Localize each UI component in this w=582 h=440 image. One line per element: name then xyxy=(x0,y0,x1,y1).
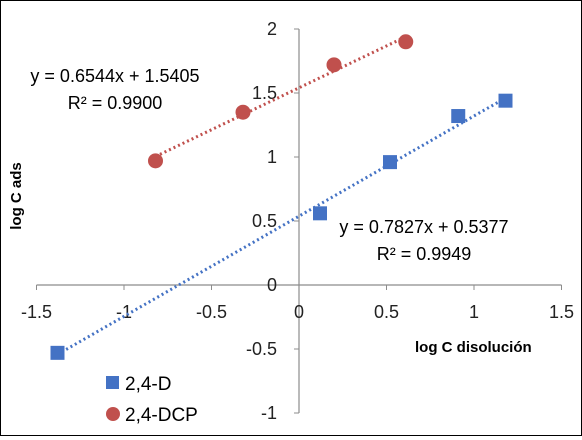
data-point-circle xyxy=(326,57,342,73)
y-tick-label: 1 xyxy=(267,147,277,167)
trendline-2-4-dcp xyxy=(154,35,407,158)
x-tick-label: -1 xyxy=(116,302,132,322)
data-point-square xyxy=(50,345,65,360)
legend-marker-square xyxy=(106,376,119,389)
data-point-circle xyxy=(235,104,251,120)
trendline-2-4-d xyxy=(56,96,507,356)
legend-item-2-4-d: 2,4-D xyxy=(106,374,171,395)
dcp-trendline-r2: R² = 0.9900 xyxy=(68,93,163,113)
x-tick-label: 1 xyxy=(469,302,479,322)
legend-label: 2,4-DCP xyxy=(125,405,198,426)
d-trendline-equation: y = 0.7827x + 0.5377 xyxy=(339,217,508,237)
d-trendline-r2: R² = 0.9949 xyxy=(377,244,472,264)
data-point-circle xyxy=(398,34,414,50)
data-point-square xyxy=(313,206,327,221)
x-tick-label: -0.5 xyxy=(196,302,227,322)
data-point-circle xyxy=(148,153,163,169)
y-tick-label: 0 xyxy=(267,275,277,295)
y-tick-label: 2 xyxy=(267,19,277,39)
trendlines xyxy=(56,35,507,356)
y-tick-label: 1.5 xyxy=(252,83,277,103)
y-axis-title: log C ads xyxy=(8,162,25,230)
data-point-square xyxy=(451,109,466,124)
x-tick-label: 0.5 xyxy=(374,302,399,322)
data-points xyxy=(50,34,513,360)
x-tick-label: 0 xyxy=(294,302,304,322)
y-tick-label: 0.5 xyxy=(252,211,277,231)
y-tick-label: -0.5 xyxy=(246,339,277,359)
legend: 2,4-D 2,4-DCP xyxy=(106,374,198,426)
x-tick-label: -1.5 xyxy=(21,302,52,322)
x-tick-label: 1.5 xyxy=(549,302,574,322)
chart-labels: log C ads log C disolución y = 0.6544x +… xyxy=(8,66,532,356)
y-tick-label: -1 xyxy=(261,403,277,423)
axes: -1.5 -1 -0.5 0 0.5 1 1.5 -1 -0.5 0 0.5 1 1.5 2 xyxy=(21,19,574,423)
x-axis-title: log C disolución xyxy=(415,339,532,356)
data-point-square xyxy=(383,155,397,170)
legend-item-2-4-dcp: 2,4-DCP xyxy=(106,405,198,426)
dcp-trendline-equation: y = 0.6544x + 1.5405 xyxy=(30,66,199,86)
data-point-square xyxy=(498,93,513,108)
legend-marker-circle xyxy=(106,407,120,421)
legend-label: 2,4-D xyxy=(125,374,171,395)
